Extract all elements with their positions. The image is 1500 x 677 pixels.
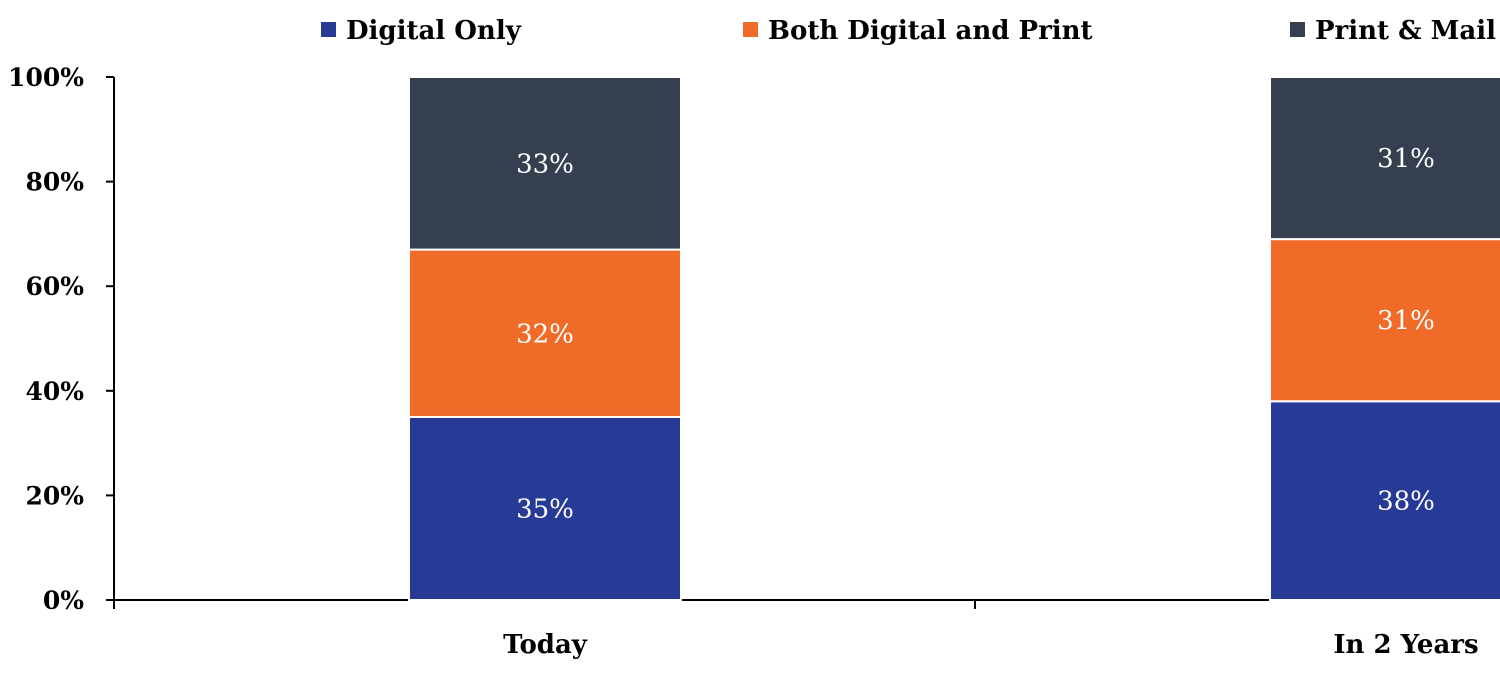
data-label: 38% [1377,487,1435,517]
data-label: 31% [1377,306,1435,336]
data-label: 33% [516,149,574,179]
bars: 35% 32% 33% 38% 31% 31% [408,76,1500,602]
legend: Digital Only Both Digital and Print Print … [321,16,1500,46]
y-axis: 0% 20% 40% 60% 80% 100% [8,63,115,615]
legend-label: Digital Only [346,16,522,46]
y-tick-label: 40% [25,377,84,406]
y-tick-label: 100% [8,63,84,92]
legend-swatch [743,22,758,37]
y-tick-label: 80% [25,168,84,197]
bar-segment-print-mail-o [408,76,682,251]
data-label: 32% [516,319,574,349]
bar-segment-both-digital-and-print [408,248,682,418]
x-category-label: Today [503,630,588,660]
data-label: 31% [1377,144,1435,174]
y-tick-label: 60% [25,272,84,301]
x-axis: Today In 2 Years [113,599,1500,660]
bar-segment-print-mail-o [1269,76,1500,241]
legend-label: Print & Mail O [1315,16,1500,46]
legend-swatch [1290,22,1305,37]
y-tick-label: 0% [43,586,84,615]
bar-segment-digital-only [1269,400,1500,602]
x-category-label: In 2 Years [1333,630,1478,660]
legend-swatch [321,22,336,37]
data-label: 35% [516,494,574,524]
legend-label: Both Digital and Print [768,16,1093,46]
y-tick-label: 20% [25,481,84,510]
